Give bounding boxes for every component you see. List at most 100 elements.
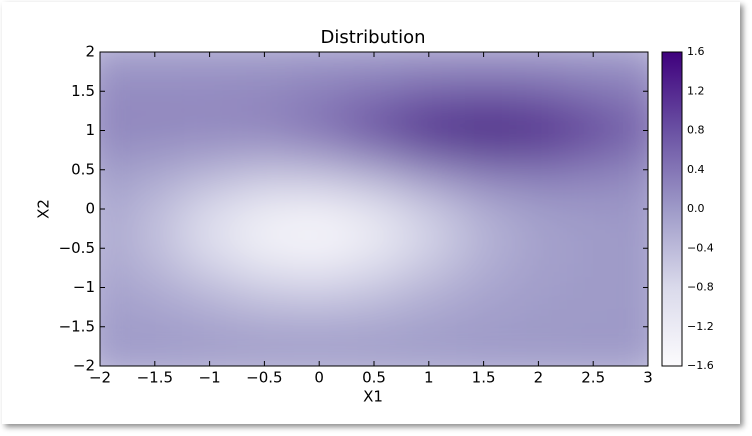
heat-cell (346, 346, 402, 366)
heat-cell (237, 71, 293, 112)
colorbar-tick-label: −0.8 (687, 281, 714, 294)
heat-cell (401, 267, 457, 308)
heat-cell (456, 307, 512, 347)
heat-cell (565, 307, 622, 347)
heat-cell (127, 150, 183, 190)
x-tick-label: −1.5 (137, 369, 173, 387)
x-tick-label: 2 (534, 369, 544, 387)
heat-cell (237, 150, 293, 190)
x-tick-label: 0 (314, 369, 324, 387)
heat-cell (565, 267, 622, 308)
y-tick-label: 2 (85, 43, 95, 61)
heat-cell (565, 189, 622, 230)
heat-cell (127, 307, 183, 347)
x-tick-label: 3 (643, 369, 653, 387)
heat-cell (511, 52, 567, 73)
heat-cell (565, 346, 622, 366)
colorbar-tick-label: 1.6 (687, 45, 705, 58)
heat-cell (456, 110, 512, 151)
heatmap (100, 52, 648, 366)
heat-cell (456, 267, 512, 308)
heat-cell (511, 267, 567, 308)
heat-cell (237, 228, 293, 269)
heat-cell (346, 150, 402, 190)
heat-cell (182, 267, 238, 308)
heat-cell (565, 71, 622, 112)
x-tick-label: 2.5 (581, 369, 605, 387)
colorbar-tick-label: 1.2 (687, 84, 705, 97)
heat-cell (291, 71, 348, 112)
heat-cell (511, 150, 567, 190)
heat-cell (511, 189, 567, 230)
y-tick-label: −2 (73, 357, 95, 375)
x-tick-label: 0.5 (362, 369, 386, 387)
y-tick-label: 0.5 (71, 160, 95, 178)
heat-cell (346, 52, 402, 73)
heatmap-cells (100, 52, 648, 366)
x-tick-label: −1 (199, 369, 221, 387)
heat-cell (456, 71, 512, 112)
heat-cell (346, 307, 402, 347)
colorbar-tick-label: 0.8 (687, 124, 705, 137)
heat-cell (346, 71, 402, 112)
heat-cell (456, 228, 512, 269)
y-axis-label: X2 (35, 199, 53, 219)
heat-cell (291, 52, 348, 73)
heat-cell (291, 307, 348, 347)
heat-cell (127, 52, 183, 73)
heat-cell (456, 346, 512, 366)
heat-cell (401, 307, 457, 347)
colorbar (661, 51, 683, 367)
heat-cell (565, 110, 622, 151)
heat-cell (127, 267, 183, 308)
heat-cell (346, 267, 402, 308)
heat-cell (237, 307, 293, 347)
x-tick-label: 1.5 (472, 369, 496, 387)
heat-cell (565, 150, 622, 190)
heat-cell (237, 110, 293, 151)
heat-cell (182, 150, 238, 190)
heat-cell (237, 189, 293, 230)
heat-cell (100, 346, 128, 366)
heat-cell (127, 71, 183, 112)
heat-cell (291, 267, 348, 308)
heat-cell (291, 228, 348, 269)
colorbar-tick-label: −1.2 (687, 320, 714, 333)
heat-cell (456, 150, 512, 190)
heat-cell (456, 52, 512, 73)
colorbar-tick-label: 0.4 (687, 163, 705, 176)
heat-cell (456, 189, 512, 230)
y-tick-label: 1.5 (71, 82, 95, 100)
colorbar-tick-label: 0.0 (687, 202, 705, 215)
x-tick-label: −2 (89, 369, 111, 387)
heat-cell (401, 150, 457, 190)
heat-cell (182, 189, 238, 230)
heat-cell (511, 71, 567, 112)
heat-cell (237, 346, 293, 366)
heat-cell (291, 346, 348, 366)
heat-cell (291, 110, 348, 151)
heat-cell (565, 52, 622, 73)
heat-cell (346, 110, 402, 151)
heat-cell (100, 52, 128, 73)
heat-cell (346, 189, 402, 230)
x-tick-label: 1 (424, 369, 434, 387)
x-axis-label: X1 (363, 388, 383, 406)
y-tick-label: 1 (85, 121, 95, 139)
heat-cell (401, 346, 457, 366)
heat-cell (182, 110, 238, 151)
heat-cell (291, 189, 348, 230)
heat-cell (182, 71, 238, 112)
axes: −2 −1.5 −1 −0.5 0 0.5 1 1.5 2 2.5 3 −2 −1.5 −1 −0.5 0 0.… (59, 43, 714, 387)
heat-cell (620, 52, 648, 73)
y-tick-label: −1.5 (59, 317, 95, 335)
heat-cell (182, 346, 238, 366)
heat-cell (565, 228, 622, 269)
heat-cell (182, 228, 238, 269)
heat-cell (511, 110, 567, 151)
y-tick-label: 0 (85, 200, 95, 218)
heat-cell (127, 346, 183, 366)
chart-title: Distribution (320, 27, 425, 48)
